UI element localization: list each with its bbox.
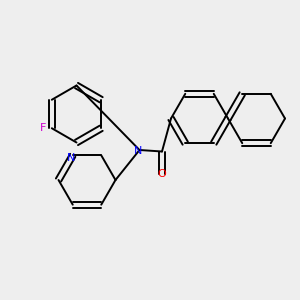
Text: O: O [158,169,166,179]
Text: N: N [67,153,75,163]
Text: N: N [134,146,142,156]
Text: F: F [40,123,46,133]
